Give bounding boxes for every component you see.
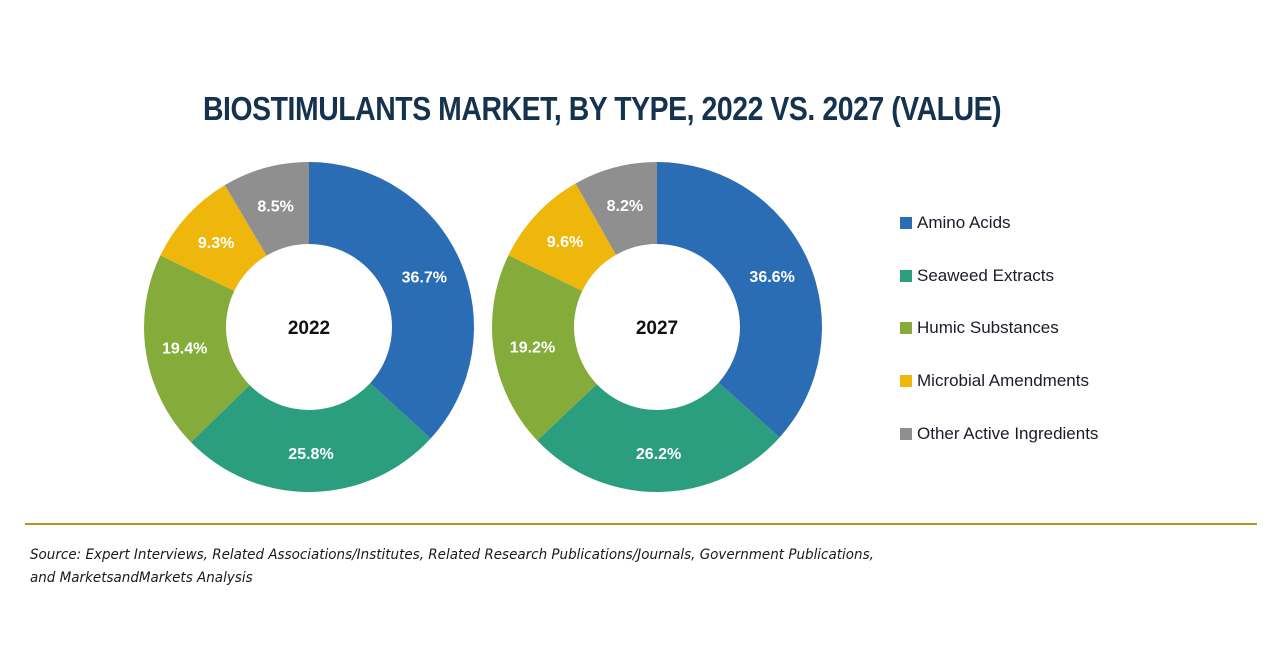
legend-swatch-microbial-amendments [900, 375, 912, 388]
slice-2022-amino-acids [309, 162, 474, 439]
slice-label-2027-amino-acids: 36.6% [749, 269, 794, 286]
legend-label: Amino Acids [917, 213, 1011, 232]
slice-2022-humic-substances [143, 255, 250, 443]
source-line-1: Source: Expert Interviews, Related Assoc… [30, 547, 874, 563]
slice-label-2022-other-active-ingredients: 8.5% [257, 198, 293, 215]
legend-item-microbial-amendments: Microbial Amendments [900, 369, 1098, 393]
slice-2027-amino-acids [657, 162, 822, 438]
legend-label: Seaweed Extracts [917, 265, 1055, 285]
footer-divider [25, 523, 1257, 525]
slice-2022-other-active-ingredients [224, 162, 309, 256]
slice-label-2027-humic-substances: 19.2% [510, 339, 555, 356]
slice-label-2022-humic-substances: 19.4% [162, 340, 207, 357]
legend-item-amino-acids: Amino Acids [900, 211, 1098, 235]
slice-2027-microbial-amendments [508, 183, 617, 291]
slice-label-2022-microbial-amendments: 9.3% [198, 235, 234, 252]
legend-swatch-other-active-ingredients [900, 427, 912, 440]
legend-swatch-amino-acids [900, 217, 912, 229]
donut-center-label-2027: 2027 [636, 318, 678, 339]
slice-2027-humic-substances [492, 255, 597, 441]
donut-2022: 36.7% 25.8% 19.4% 9.3% 8.5% 2022 [143, 162, 474, 492]
donut-center-label-2022: 2022 [288, 318, 330, 339]
source-note: Source: Expert Interviews, Related Assoc… [30, 544, 874, 590]
legend-item-seaweed-extracts: Seaweed Extracts [900, 264, 1098, 288]
slice-label-2022-amino-acids: 36.7% [402, 269, 447, 286]
legend: Amino Acids Seaweed Extracts Humic Subst… [900, 211, 1098, 474]
slice-2027-other-active-ingredients [575, 162, 657, 255]
slice-2027-seaweed-extracts [537, 382, 780, 492]
slice-label-2027-seaweed-extracts: 26.2% [636, 446, 681, 463]
legend-label: Humic Substances [917, 318, 1059, 338]
legend-item-humic-substances: Humic Substances [900, 316, 1098, 340]
source-line-2: and MarketsandMarkets Analysis [30, 570, 253, 586]
chart-title-container: BIOSTIMULANTS MARKET, BY TYPE, 2022 VS. … [0, 90, 1204, 128]
slice-2022-microbial-amendments [160, 185, 267, 291]
legend-swatch-seaweed-extracts [900, 269, 912, 282]
donut-2027: 36.6% 26.2% 19.2% 9.6% 8.2% 2027 [492, 162, 822, 492]
legend-label: Other Active Ingredients [917, 423, 1099, 443]
slice-label-2022-seaweed-extracts: 25.8% [288, 446, 333, 463]
legend-swatch-humic-substances [900, 322, 912, 335]
legend-item-other-active-ingredients: Other Active Ingredients [900, 422, 1098, 446]
slice-2022-seaweed-extracts [190, 383, 431, 492]
slice-label-2027-microbial-amendments: 9.6% [547, 234, 583, 251]
legend-label: Microbial Amendments [917, 371, 1089, 391]
slice-label-2027-other-active-ingredients: 8.2% [607, 198, 643, 215]
chart-title: BIOSTIMULANTS MARKET, BY TYPE, 2022 VS. … [202, 90, 1002, 127]
